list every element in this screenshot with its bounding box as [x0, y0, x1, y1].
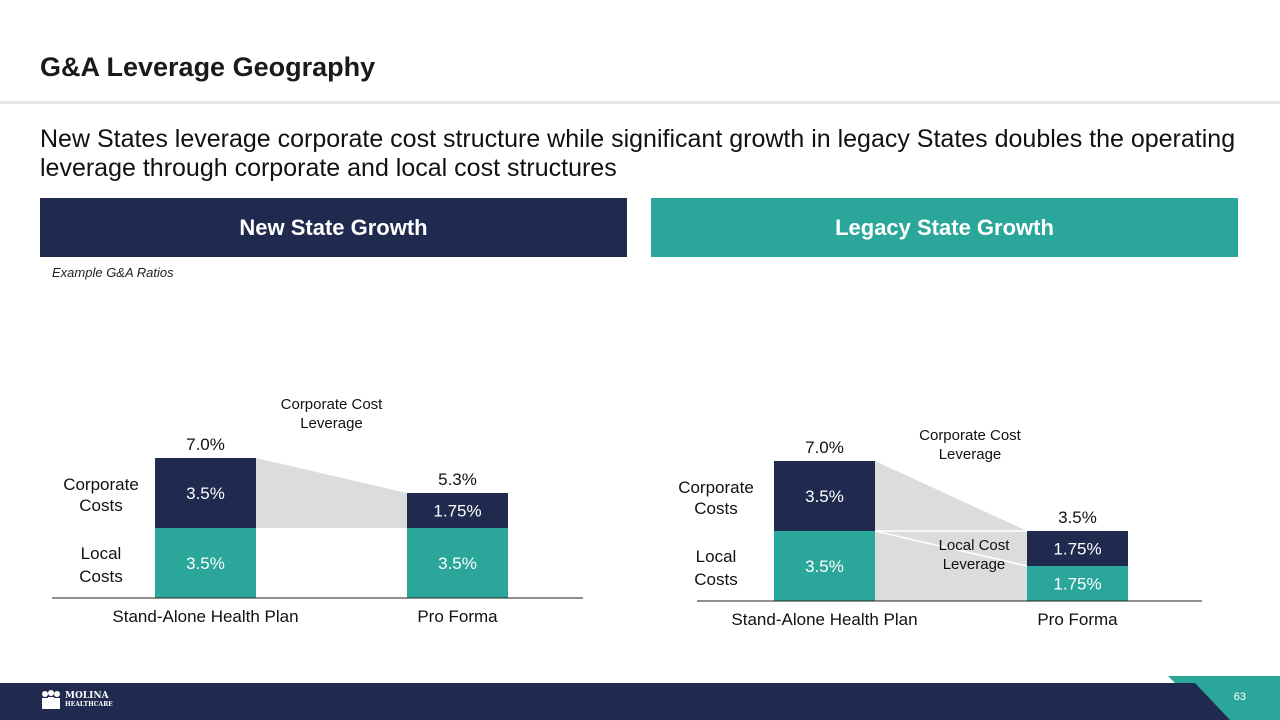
title-divider: [0, 101, 1280, 104]
row-label-local: Local Costs: [694, 547, 737, 589]
data-label-total: 5.3%: [438, 470, 477, 489]
annotation-corporate-leverage: Corporate Cost Leverage: [281, 396, 384, 432]
category-label: Pro Forma: [1037, 610, 1118, 629]
bar-corporate-costs: [774, 461, 875, 531]
corporate-leverage-band: [256, 458, 407, 528]
row-label-corporate: Corporate Costs: [678, 478, 754, 518]
bar-local-costs: [774, 531, 875, 601]
molina-logo: MOLINA HEALTHCARE: [40, 690, 113, 710]
footer-bar: [0, 683, 1280, 720]
panel-header-legacy-state: Legacy State Growth: [651, 198, 1238, 257]
category-label: Pro Forma: [417, 607, 498, 626]
data-label-corporate: 1.75%: [433, 502, 481, 521]
bar-local-costs: [155, 528, 256, 598]
chart-note: Example G&A Ratios: [52, 265, 174, 280]
annotation-corporate-leverage: Corporate Cost Leverage: [919, 427, 1022, 463]
data-label-total: 7.0%: [186, 435, 225, 454]
category-label: Stand-Alone Health Plan: [112, 607, 298, 626]
data-label-local: 3.5%: [186, 554, 225, 573]
slide-title: G&A Leverage Geography: [40, 52, 376, 82]
data-label-local: 1.75%: [1053, 575, 1101, 594]
bar-local-costs: [407, 528, 508, 598]
slide-subtitle: New States leverage corporate cost struc…: [40, 125, 1236, 182]
data-label-corporate: 1.75%: [1053, 540, 1101, 559]
page-number: 63: [1233, 691, 1246, 703]
data-label-corporate: 3.5%: [186, 484, 225, 503]
annotation-local-leverage: Local Cost Leverage: [939, 537, 1011, 573]
row-label-corporate: Corporate Costs: [63, 475, 139, 515]
bar-corporate-costs: [407, 493, 508, 528]
category-label: Stand-Alone Health Plan: [731, 610, 917, 629]
data-label-corporate: 3.5%: [805, 487, 844, 506]
local-leverage-band: [875, 531, 1027, 601]
data-label-local: 3.5%: [805, 557, 844, 576]
data-label-total: 7.0%: [805, 438, 844, 457]
footer-accent: [1160, 676, 1280, 720]
people-icon: [42, 690, 60, 709]
panel-header-new-state: New State Growth: [40, 198, 627, 257]
bar-corporate-costs: [155, 458, 256, 528]
bar-local-costs: [1027, 566, 1128, 601]
leverage-divider-line: [874, 530, 1028, 567]
logo-text-main: MOLINA: [65, 691, 109, 701]
data-label-local: 3.5%: [438, 554, 477, 573]
logo-text-sub: HEALTHCARE: [65, 701, 113, 708]
data-label-total: 3.5%: [1058, 508, 1097, 527]
row-label-local: Local Costs: [79, 544, 122, 586]
bar-corporate-costs: [1027, 531, 1128, 566]
